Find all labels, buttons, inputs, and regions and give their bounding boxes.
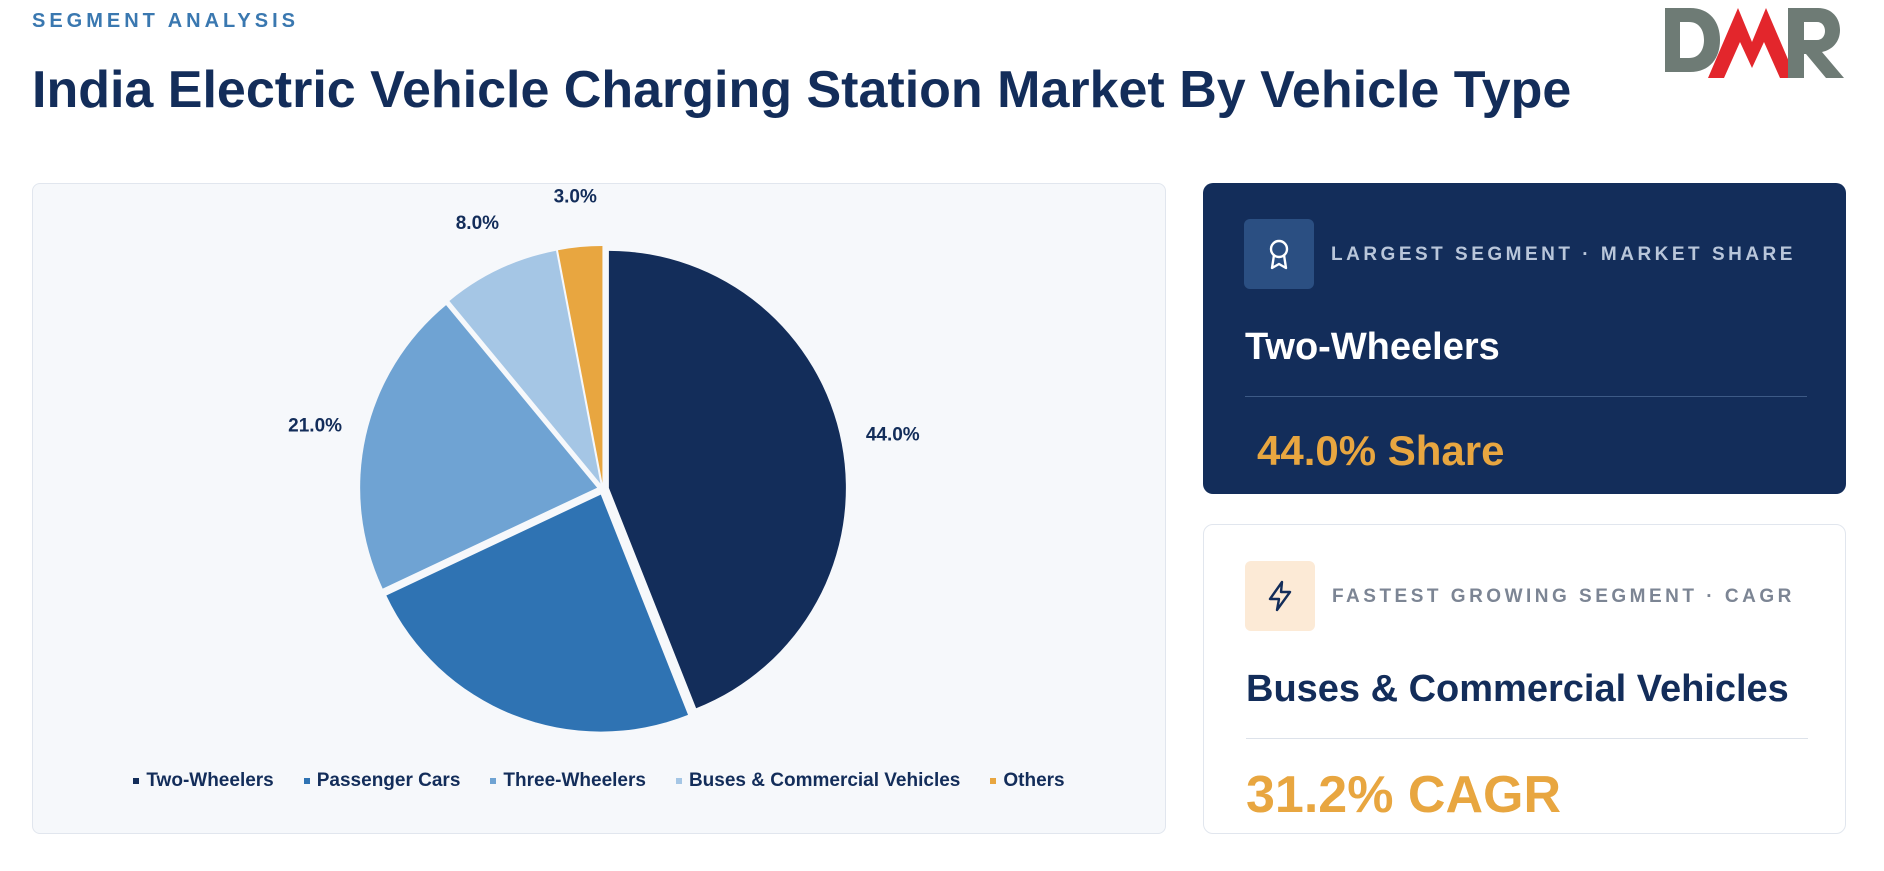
pie-slice-passenger-cars	[386, 494, 689, 732]
pie-data-label: 21.0%	[288, 416, 342, 437]
pie-slice-others	[558, 246, 603, 484]
legend-item: Two-Wheelers	[133, 770, 274, 792]
pie-slice-buses-commercial-vehicles	[449, 250, 601, 484]
largest-segment-value: 44.0% Share	[1257, 427, 1505, 474]
legend-item: Others	[990, 770, 1065, 792]
section-eyebrow: SEGMENT ANALYSIS	[32, 10, 299, 32]
dmr-logo	[1665, 8, 1844, 78]
largest-segment-name: Two-Wheelers	[1245, 326, 1500, 368]
pie-chart-panel: 44.0%24.0%21.0%8.0%3.0% Two-WheelersPass…	[32, 183, 1166, 834]
chart-legend: Two-Wheelers Passenger Cars Three-Wheelers…	[33, 770, 1165, 792]
legend-label: Passenger Cars	[316, 770, 461, 791]
pie-chart: 44.0%24.0%21.0%8.0%3.0%	[288, 186, 920, 732]
legend-swatch	[990, 778, 997, 784]
legend-item: Buses & Commercial Vehicles	[675, 770, 961, 792]
legend-item: Three-Wheelers	[490, 770, 646, 792]
lightning-icon	[1245, 561, 1315, 631]
award-icon	[1244, 219, 1314, 289]
largest-segment-label: LARGEST SEGMENT · MARKET SHARE	[1331, 244, 1796, 265]
legend-swatch	[133, 778, 140, 784]
largest-segment-card: LARGEST SEGMENT · MARKET SHARE Two-Wheel…	[1203, 183, 1846, 494]
card-divider	[1246, 738, 1808, 739]
page-title: India Electric Vehicle Charging Station …	[32, 61, 1572, 119]
legend-swatch	[303, 778, 310, 784]
legend-label: Others	[1003, 770, 1065, 791]
legend-item: Passenger Cars	[303, 770, 461, 792]
legend-swatch	[675, 778, 682, 784]
fastest-growing-label: FASTEST GROWING SEGMENT · CAGR	[1332, 586, 1795, 607]
legend-swatch	[490, 778, 497, 784]
pie-slice-three-wheelers	[360, 305, 598, 589]
fastest-growing-value: 31.2% CAGR	[1246, 766, 1561, 824]
legend-label: Buses & Commercial Vehicles	[688, 770, 961, 791]
pie-data-label: 3.0%	[554, 186, 597, 207]
fastest-growing-card: FASTEST GROWING SEGMENT · CAGR Buses & C…	[1203, 524, 1846, 834]
pie-slice-two-wheelers	[608, 250, 846, 709]
card-divider	[1245, 396, 1807, 397]
fastest-growing-name: Buses & Commercial Vehicles	[1246, 668, 1789, 710]
legend-label: Two-Wheelers	[146, 770, 274, 791]
pie-data-label: 44.0%	[866, 425, 920, 446]
legend-label: Three-Wheelers	[503, 770, 646, 791]
pie-data-label: 8.0%	[456, 213, 499, 234]
